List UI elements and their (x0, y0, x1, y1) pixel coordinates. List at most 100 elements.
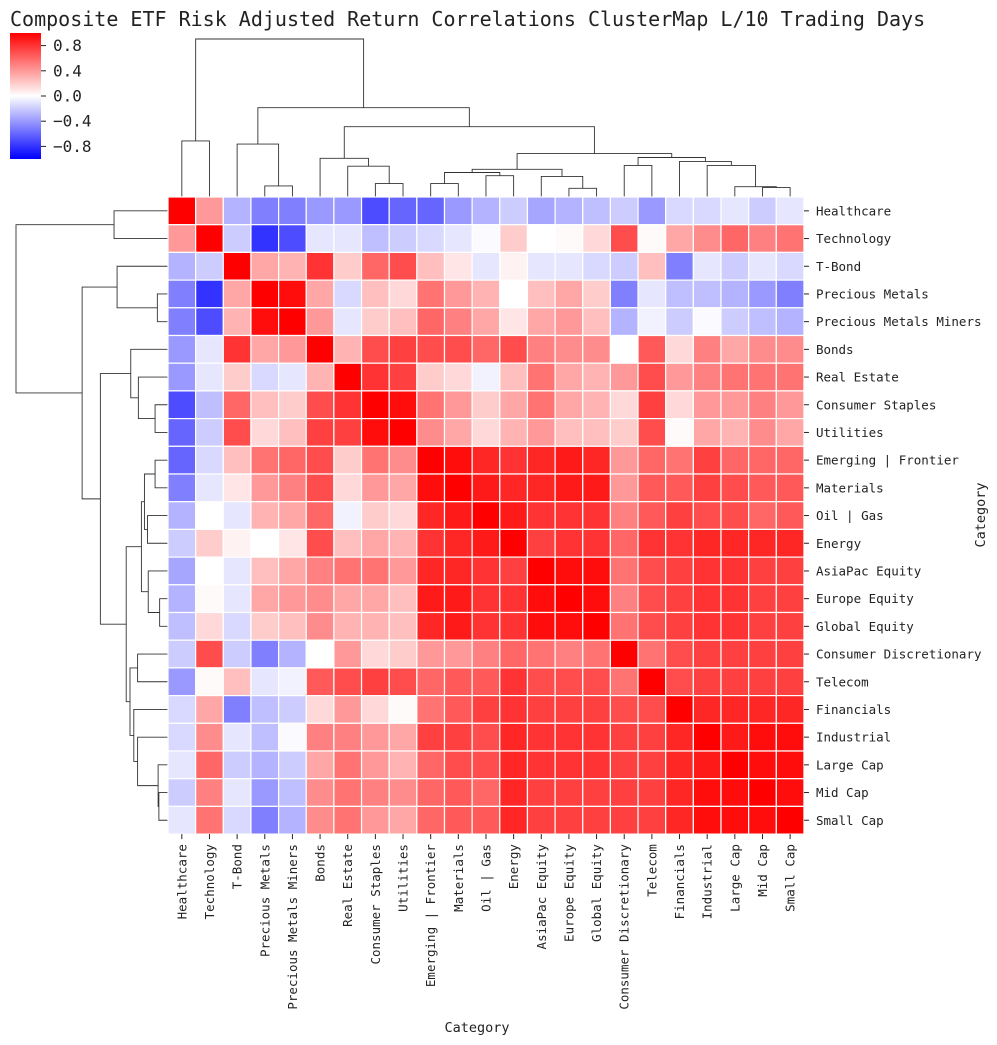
heatmap-cell-large-cap-asiapac-equity (526, 750, 556, 780)
heatmap-cell-bonds-energy (499, 334, 529, 364)
heatmap-cell-asiapac-equity-mid-cap (748, 556, 777, 586)
heatmap-cell-utilities-bonds (305, 418, 335, 447)
row-dendrogram-link (113, 210, 168, 239)
heatmap-cell-t-bond-industrial (692, 251, 722, 281)
heatmap-cell-industrial-utilities (388, 722, 418, 752)
heatmap-cell-t-bond-precious-metals (250, 251, 280, 281)
column-dendrogram-link (264, 185, 293, 197)
heatmap-cell-precious-metals-europe-equity (554, 279, 584, 309)
heatmap-cell-real-estate-asiapac-equity (526, 362, 556, 392)
row-dendrogram-link (133, 709, 168, 762)
heatmap-cell-industrial-healthcare (167, 722, 197, 752)
heatmap-cell-precious-metals-miners-europe-equity (554, 307, 584, 337)
row-dendrogram-link (147, 570, 168, 613)
heatmap-cell-emerging-frontier-technology (195, 445, 224, 475)
heatmap-cell-bonds-europe-equity (554, 334, 584, 364)
heatmap-cell-utilities-asiapac-equity (526, 418, 556, 447)
heatmap-cell-telecom-energy (499, 667, 529, 697)
heatmap-cell-materials-consumer-staples (360, 473, 390, 503)
row-tick-label-small-cap: Small Cap (816, 813, 884, 828)
heatmap-cell-oil-gas-industrial (692, 501, 722, 531)
heatmap-cell-materials-global-equity (582, 473, 611, 503)
heatmap-cell-global-equity-oil-gas (471, 611, 501, 641)
heatmap-cell-consumer-staples-global-equity (582, 390, 611, 420)
heatmap-cell-telecom-technology (195, 667, 224, 697)
row-dendrogram-link (147, 515, 168, 544)
colorbar-tick-label: 0.8 (53, 36, 82, 55)
col-tick-label-energy: Energy (506, 844, 521, 890)
heatmap-cell-real-estate-t-bond (222, 362, 252, 392)
heatmap-cell-technology-materials (443, 224, 473, 253)
heatmap-cell-healthcare-technology (195, 196, 224, 226)
column-dendrogram-link (347, 165, 390, 197)
row-tick-label-energy: Energy (816, 536, 862, 551)
heatmap-cell-consumer-staples-real-estate (333, 390, 363, 420)
heatmap-cell-asiapac-equity-small-cap (775, 556, 805, 586)
heatmap-cell-europe-equity-industrial (692, 584, 722, 614)
heatmap-cell-large-cap-t-bond (222, 750, 252, 780)
heatmap-cell-materials-t-bond (222, 473, 252, 503)
heatmap-cell-financials-t-bond (222, 694, 252, 724)
heatmap-cell-materials-utilities (388, 473, 418, 503)
row-tick-label-materials: Materials (816, 480, 884, 495)
heatmap-cell-energy-industrial (692, 528, 722, 558)
heatmap-cell-asiapac-equity-europe-equity (554, 556, 584, 586)
col-tick-label-telecom: Telecom (644, 844, 659, 897)
heatmap-cell-oil-gas-asiapac-equity (526, 501, 556, 531)
col-tick-label-healthcare: Healthcare (174, 844, 189, 919)
heatmap-cell-real-estate-mid-cap (748, 362, 777, 392)
heatmap-cell-industrial-financials (665, 722, 694, 752)
heatmap-cell-consumer-discretionary-healthcare (167, 639, 197, 669)
row-dendrogram-link (159, 598, 168, 627)
col-tick-label-consumer-staples: Consumer Staples (368, 844, 383, 964)
heatmap-cell-consumer-staples-materials (443, 390, 473, 420)
heatmap-cell-bonds-real-estate (333, 334, 363, 364)
row-tick-label-financials: Financials (816, 702, 891, 717)
heatmap-cell-emerging-frontier-mid-cap (748, 445, 777, 475)
heatmap-cell-asiapac-equity-emerging-frontier (416, 556, 446, 586)
heatmap-cell-technology-precious-metals (250, 224, 280, 253)
heatmap-cell-technology-large-cap (720, 224, 750, 253)
heatmap-cell-technology-precious-metals-miners (278, 224, 307, 253)
heatmap-cell-global-equity-bonds (305, 611, 335, 641)
heatmap-cell-global-equity-real-estate (333, 611, 363, 641)
heatmap-cell-technology-europe-equity (554, 224, 584, 253)
col-tick-label-utilities: Utilities (396, 844, 411, 912)
heatmap-cell-t-bond-healthcare (167, 251, 197, 281)
heatmap-cell-energy-consumer-discretionary (609, 528, 639, 558)
heatmap-cell-global-equity-financials (665, 611, 694, 641)
heatmap-cell-asiapac-equity-consumer-discretionary (609, 556, 639, 586)
heatmap-cell-bonds-utilities (388, 334, 418, 364)
heatmap-cell-bonds-precious-metals-miners (278, 334, 307, 364)
heatmap-cell-large-cap-oil-gas (471, 750, 501, 780)
heatmap-cell-consumer-staples-financials (665, 390, 694, 420)
heatmap-cell-oil-gas-precious-metals (250, 501, 280, 531)
heatmap-cell-asiapac-equity-consumer-staples (360, 556, 390, 586)
heatmap-cell-consumer-discretionary-europe-equity (554, 639, 584, 669)
row-tick-label-emerging-frontier: Emerging | Frontier (816, 453, 959, 468)
column-dendrogram-link (374, 183, 404, 197)
row-dendrogram-link (137, 653, 168, 683)
heatmap-cell-europe-equity-materials (443, 584, 473, 614)
heatmap-cell-europe-equity-asiapac-equity (526, 584, 556, 614)
heatmap-cell-global-equity-small-cap (775, 611, 805, 641)
heatmap-cell-oil-gas-utilities (388, 501, 418, 531)
heatmap-cell-utilities-europe-equity (554, 418, 584, 447)
heatmap-cell-large-cap-global-equity (582, 750, 611, 780)
heatmap-cell-global-equity-asiapac-equity (526, 611, 556, 641)
heatmap-cell-real-estate-real-estate (333, 362, 363, 392)
heatmap-cell-consumer-discretionary-precious-metals-miners (278, 639, 307, 669)
heatmap-cell-small-cap-emerging-frontier (416, 805, 446, 835)
heatmap-cell-mid-cap-asiapac-equity (526, 778, 556, 808)
heatmap-cell-industrial-large-cap (720, 722, 750, 752)
heatmap-cell-precious-metals-miners-asiapac-equity (526, 307, 556, 337)
row-tick-label-bonds: Bonds (816, 342, 854, 357)
heatmap-cell-telecom-europe-equity (554, 667, 584, 697)
heatmap-cell-industrial-emerging-frontier (416, 722, 446, 752)
heatmap-cell-energy-small-cap (775, 528, 805, 558)
row-tick-label-global-equity: Global Equity (816, 619, 914, 634)
heatmap-cell-financials-materials (443, 694, 473, 724)
heatmap-cell-energy-consumer-staples (360, 528, 390, 558)
heatmap-cell-materials-small-cap (775, 473, 805, 503)
heatmap-cell-asiapac-equity-global-equity (582, 556, 611, 586)
